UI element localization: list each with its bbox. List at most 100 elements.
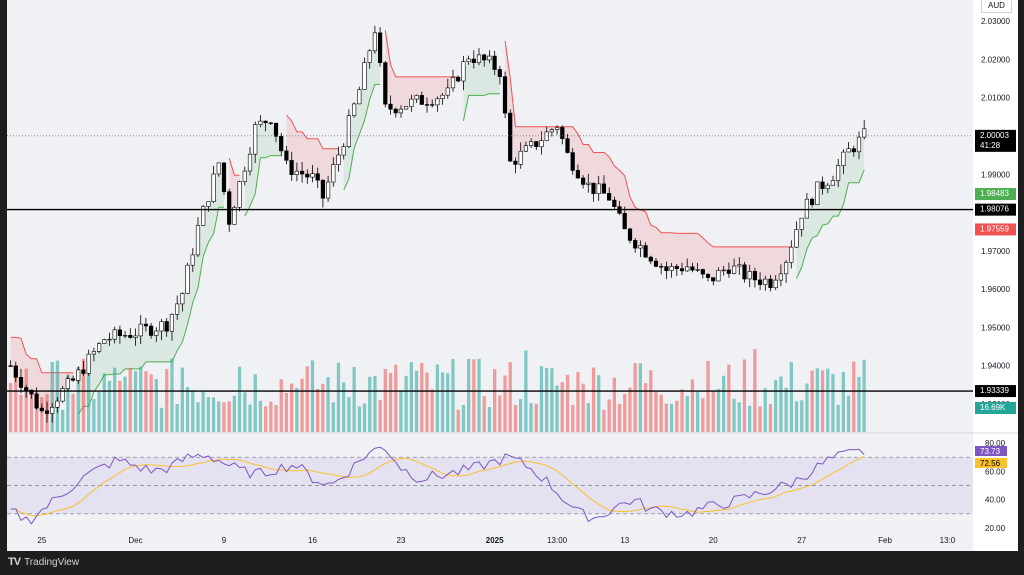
time-axis-label: 20 <box>709 536 718 545</box>
rsi-ma-badge-text: 72.56 <box>980 459 1001 468</box>
time-axis-label: 13:00 <box>547 536 568 545</box>
volume-bar <box>133 371 138 432</box>
volume-bar <box>274 405 278 432</box>
volume-bar <box>373 375 377 432</box>
volume-bar <box>175 404 179 432</box>
volume-bar <box>222 402 226 432</box>
supertrend-up-line <box>244 155 282 217</box>
candle-body <box>570 152 575 171</box>
candle-body <box>190 254 195 266</box>
candle-body <box>440 94 445 99</box>
volume-bar <box>706 360 710 432</box>
candle-body <box>653 260 659 267</box>
supertrend-up-badge-text: 1.98483 <box>980 189 1009 198</box>
volume-bar <box>503 375 507 432</box>
price-tick-label: 1.96000 <box>981 285 1010 294</box>
volume-bar <box>420 362 424 432</box>
volume-bar <box>586 403 590 432</box>
supertrend-up-line <box>343 83 381 191</box>
candle-body <box>263 120 268 123</box>
volume-bar <box>711 391 715 432</box>
volume-bar <box>107 380 112 432</box>
candle-body <box>232 207 237 225</box>
price-tick-label: 2.02000 <box>981 55 1010 64</box>
volume-bar <box>35 389 39 432</box>
candle-body <box>325 181 331 199</box>
volume-bar <box>633 363 637 432</box>
candle-body <box>695 269 700 271</box>
volume-bar <box>820 370 825 432</box>
current-price-badge-bg <box>975 129 1016 152</box>
candle-body <box>403 106 409 110</box>
volume-bar <box>232 395 236 432</box>
supertrend-up-fill <box>463 57 500 121</box>
candle-body <box>97 343 102 352</box>
candle-body <box>737 264 742 267</box>
volume-bar <box>846 395 851 432</box>
supertrend-down-line <box>286 114 339 150</box>
volume-bar <box>284 393 289 432</box>
volume-bar <box>40 397 44 432</box>
time-axis-label: 2025 <box>486 536 504 545</box>
volume-bar <box>368 376 372 432</box>
volume-bar <box>487 407 492 432</box>
candle-body <box>638 245 643 249</box>
volume-bar <box>519 399 523 432</box>
candle-body <box>91 351 96 355</box>
candle-body <box>679 268 685 272</box>
candle-body <box>794 229 799 248</box>
candle-body <box>643 245 648 258</box>
volume-bar <box>269 401 273 432</box>
candle-body <box>143 323 149 327</box>
time-axis-label: 16 <box>308 536 317 545</box>
candle-body <box>268 122 273 124</box>
candle-body <box>612 199 617 208</box>
candle-body <box>601 183 606 194</box>
volume-bar <box>378 399 382 432</box>
price-chart[interactable]: 2.030002.020002.010001.990001.980001.970… <box>7 0 1018 551</box>
supertrend-down-line <box>10 336 74 374</box>
rsi-ma-line <box>10 456 865 517</box>
volume-bar <box>826 368 830 432</box>
volume-bar <box>638 363 642 432</box>
candle-body <box>476 54 482 63</box>
volume-bar <box>748 405 752 432</box>
price-pane-bg <box>7 0 973 432</box>
volume-bar <box>295 387 299 432</box>
rsi-tick-label: 20.00 <box>985 524 1006 533</box>
time-axis-label: 25 <box>37 536 46 545</box>
candle-body <box>627 228 633 241</box>
candle-body <box>633 240 638 249</box>
volume-bar <box>649 370 653 432</box>
volume-badge-bg <box>975 402 1016 414</box>
candle-body <box>76 369 81 381</box>
volume-bar <box>76 366 80 432</box>
candle-body <box>65 378 70 389</box>
candle-body <box>367 50 372 63</box>
supertrend-up-fill <box>796 132 865 279</box>
candle-body <box>159 321 164 332</box>
volume-bar <box>664 403 668 432</box>
volume-bar <box>211 397 216 432</box>
supertrend-down-fill <box>385 30 459 111</box>
volume-bar <box>591 367 596 432</box>
volume-bar <box>555 385 559 432</box>
brand[interactable]: TV TradingView <box>8 556 79 568</box>
candle-body <box>424 104 430 106</box>
volume-bar <box>805 383 809 432</box>
volume-bar <box>451 359 455 432</box>
volume-bar <box>696 391 700 432</box>
volume-bar <box>534 403 538 432</box>
volume-bar <box>779 376 783 432</box>
supertrend-down-badge-bg <box>975 223 1016 236</box>
footer-bar <box>0 551 1024 575</box>
candle-body <box>258 120 263 125</box>
candle-body <box>492 55 497 70</box>
candle-body <box>331 164 336 183</box>
candle-body <box>841 151 846 167</box>
candle-body <box>565 138 570 153</box>
volume-bar <box>482 396 486 432</box>
volume-bar <box>50 362 54 432</box>
volume-bar <box>305 366 309 432</box>
candle-body <box>815 181 820 205</box>
